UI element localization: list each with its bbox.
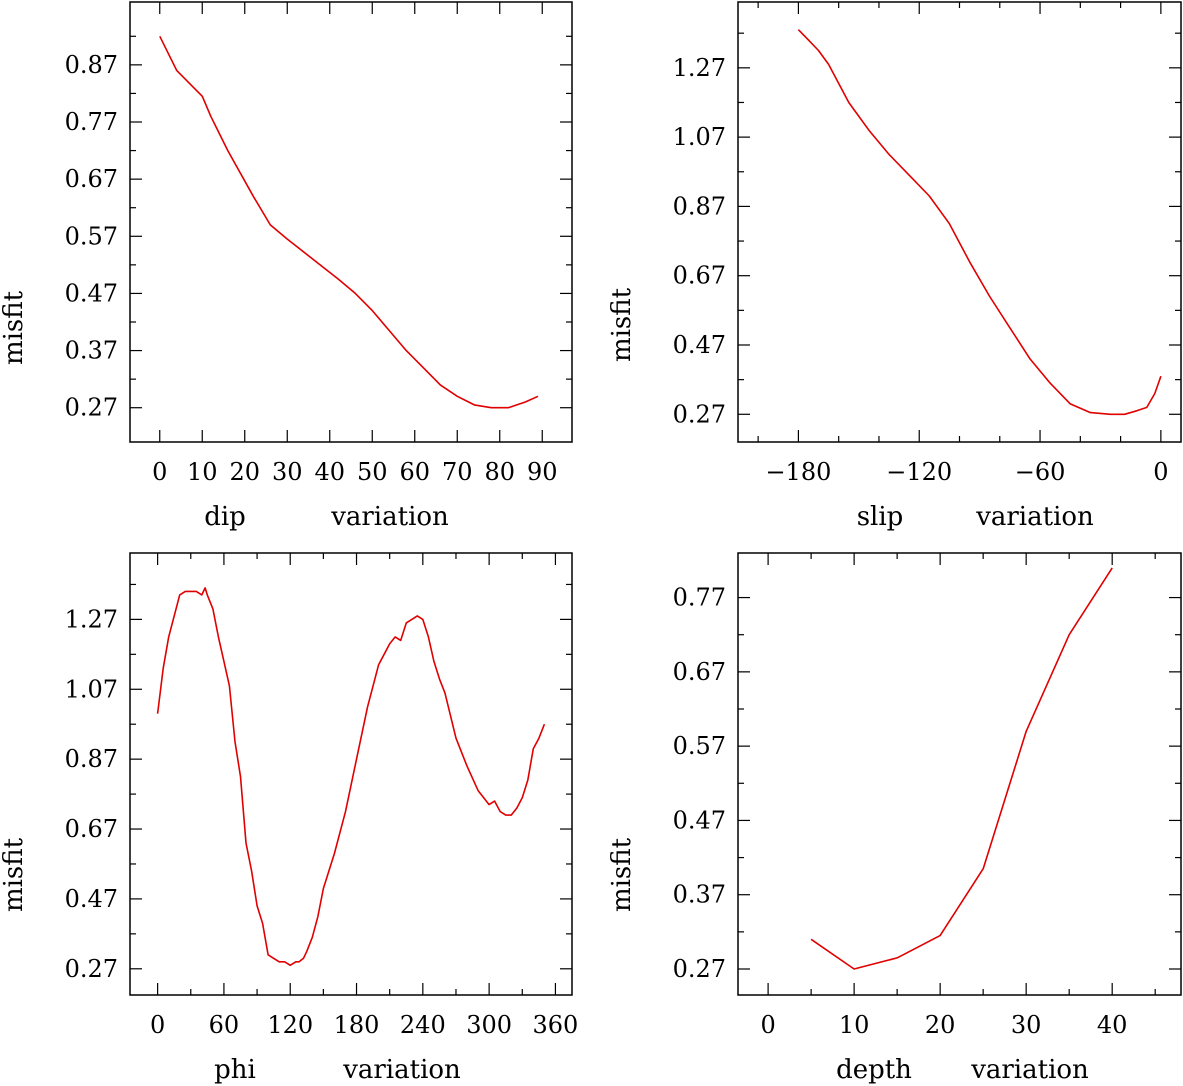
depth-ytick-label: 0.77 (673, 584, 726, 612)
dip-xtick-label: 50 (357, 458, 388, 486)
depth-ytick-label: 0.67 (673, 658, 726, 686)
phi-xlabel-variation: variation (342, 1055, 461, 1085)
phi-xtick-label: 300 (466, 1011, 512, 1039)
dip-xtick-label: 30 (272, 458, 303, 486)
depth-misfit-line (810, 567, 1113, 970)
dip-ytick-label: 0.57 (65, 222, 118, 250)
dip-xtick-label: 10 (187, 458, 218, 486)
phi-ytick-label: 0.87 (65, 745, 118, 773)
slip-ytick-label: 1.27 (673, 54, 726, 82)
dip-panel: misfit dip variation 0 10 20 30 40 50 60 70 80 90… (0, 1, 573, 532)
phi-plot-frame (129, 552, 573, 996)
phi-ytick-label: 0.47 (65, 885, 118, 913)
depth-ytick-label: 0.37 (673, 881, 726, 909)
slip-ytick-label: 0.87 (673, 192, 726, 220)
slip-xtick-label: −60 (1015, 458, 1066, 486)
depth-xtick-label: 40 (1097, 1011, 1128, 1039)
depth-xlabel: depth (836, 1055, 912, 1085)
dip-xtick-label: 70 (442, 458, 473, 486)
dip-plot-frame (129, 1, 573, 443)
dip-xtick-label: 0 (152, 458, 167, 486)
dip-xtick-label: 60 (399, 458, 430, 486)
slip-ylabel: misfit (607, 287, 637, 362)
depth-ylabel: misfit (607, 837, 637, 912)
slip-panel: misfit slip variation −180 −120 −60 0 0.27 0.… (607, 1, 1182, 532)
depth-xlabel-variation: variation (970, 1055, 1089, 1085)
dip-xtick-label: 20 (229, 458, 260, 486)
depth-xtick-label: 0 (760, 1011, 775, 1039)
dip-ytick-label: 0.37 (65, 337, 118, 365)
phi-xtick-label: 60 (209, 1011, 240, 1039)
depth-ytick-label: 0.57 (673, 732, 726, 760)
dip-ylabel: misfit (0, 290, 29, 365)
dip-misfit-line (159, 35, 539, 409)
phi-ytick-label: 1.27 (65, 605, 118, 633)
phi-ytick-label: 0.27 (65, 955, 118, 983)
dip-ytick-label: 0.27 (65, 394, 118, 422)
phi-ytick-label: 1.07 (65, 675, 118, 703)
slip-ytick-label: 1.07 (673, 123, 726, 151)
slip-xtick-label: −120 (886, 458, 952, 486)
slip-ytick-label: 0.67 (673, 262, 726, 290)
slip-xtick-label: 0 (1153, 458, 1168, 486)
dip-xtick-label: 40 (314, 458, 345, 486)
dip-xlabel-variation: variation (330, 502, 449, 532)
depth-plot-frame (737, 552, 1182, 996)
slip-ytick-label: 0.47 (673, 331, 726, 359)
phi-xtick-label: 120 (267, 1011, 313, 1039)
slip-xtick-label: −180 (765, 458, 831, 486)
dip-ytick-label: 0.47 (65, 279, 118, 307)
phi-panel: misfit phi variation 0 60 120 180 240 300 360 0… (0, 552, 579, 1085)
slip-plot-frame (737, 1, 1182, 443)
dip-xtick-label: 90 (527, 458, 558, 486)
phi-xtick-label: 180 (334, 1011, 380, 1039)
phi-misfit-line (156, 587, 546, 967)
slip-ytick-label: 0.27 (673, 400, 726, 428)
depth-ytick-label: 0.47 (673, 806, 726, 834)
slip-xlabel-variation: variation (975, 502, 1094, 532)
depth-xtick-label: 10 (839, 1011, 870, 1039)
depth-ytick-label: 0.27 (673, 955, 726, 983)
phi-xtick-label: 0 (150, 1011, 165, 1039)
dip-ytick-label: 0.77 (65, 108, 118, 136)
depth-xtick-label: 20 (925, 1011, 956, 1039)
depth-xtick-label: 30 (1011, 1011, 1042, 1039)
phi-ylabel: misfit (0, 837, 29, 912)
depth-panel: misfit depth variation 0 10 20 30 40 0.27 0.37… (607, 552, 1182, 1085)
dip-ytick-label: 0.67 (65, 165, 118, 193)
phi-xlabel: phi (214, 1055, 256, 1085)
dip-ytick-label: 0.87 (65, 51, 118, 79)
slip-xlabel: slip (857, 502, 904, 532)
phi-xtick-label: 240 (400, 1011, 446, 1039)
dip-xtick-label: 80 (484, 458, 515, 486)
slip-misfit-line (797, 29, 1162, 416)
dip-xlabel: dip (204, 502, 246, 532)
phi-ytick-label: 0.67 (65, 815, 118, 843)
phi-xtick-label: 360 (533, 1011, 579, 1039)
